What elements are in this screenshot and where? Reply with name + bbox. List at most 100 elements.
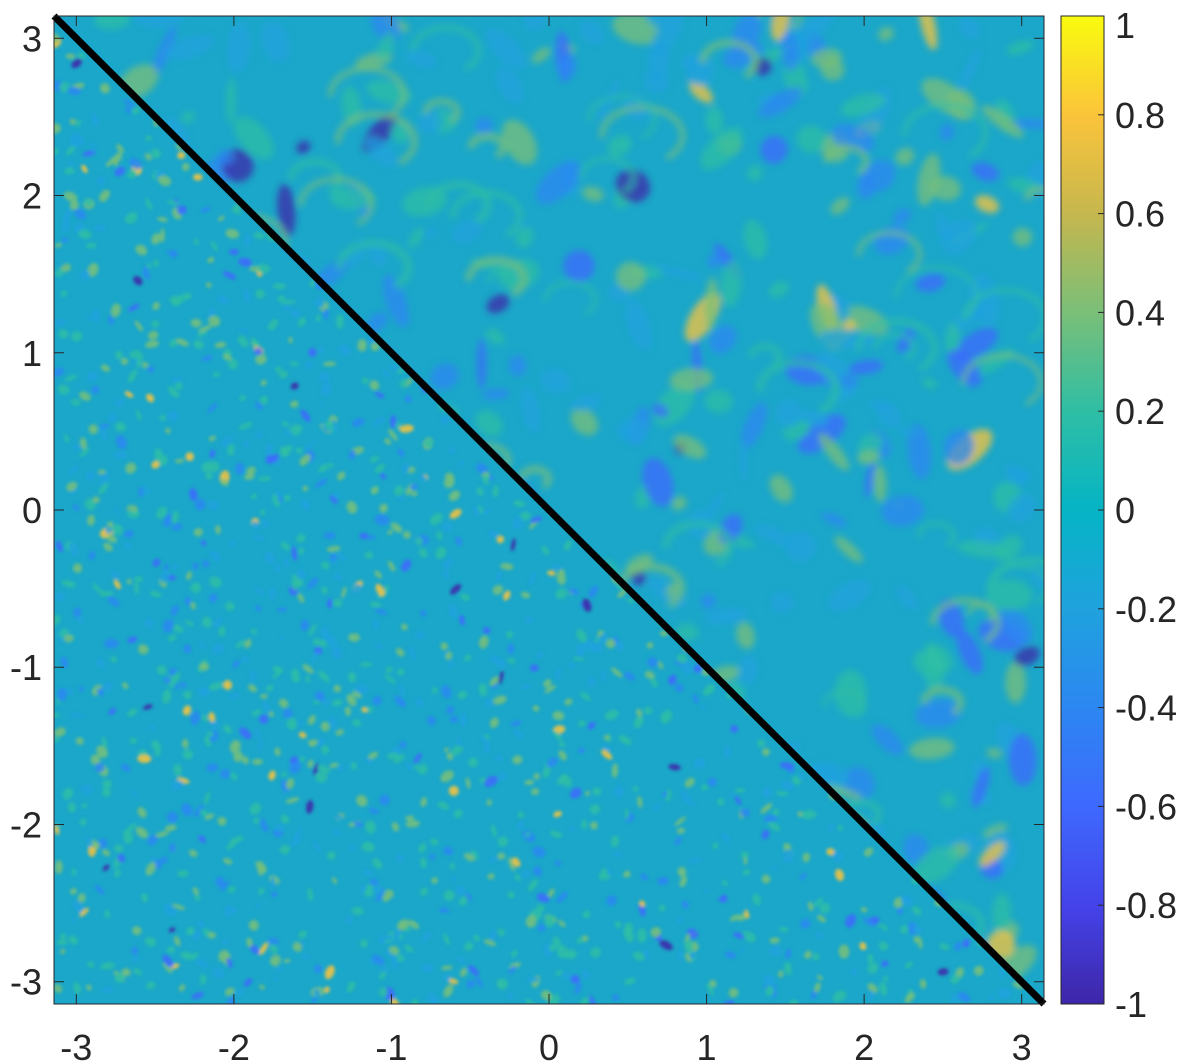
field-speckle (250, 628, 258, 635)
field-speckle (235, 462, 245, 475)
field-speckle (289, 361, 299, 366)
field-speckle (55, 592, 65, 602)
field-swirl (327, 65, 407, 118)
field-speckle (646, 642, 654, 649)
field-speckle (85, 242, 97, 249)
field-speckle (939, 943, 950, 951)
field-speckle (113, 450, 127, 460)
field-speckle (542, 764, 551, 778)
field-speckle (224, 905, 238, 914)
field-blob (981, 105, 1024, 138)
field-speckle (223, 353, 233, 361)
field-speckle (379, 987, 388, 997)
field-speckle (585, 790, 590, 797)
field-speckle (576, 629, 587, 643)
field-speckle (233, 751, 244, 763)
field-swirl (756, 359, 840, 414)
field-speckle (147, 366, 155, 373)
field-speckle (299, 454, 311, 466)
field-speckle (198, 325, 212, 333)
field-speckle (223, 724, 232, 734)
field-speckle (431, 877, 438, 884)
field-blob (1006, 40, 1034, 55)
field-blob (974, 195, 1000, 214)
field-speckle (679, 875, 688, 888)
field-speckle (399, 378, 408, 388)
field-speckle (90, 113, 100, 127)
field-speckle (520, 511, 531, 521)
field-speckle (66, 145, 76, 156)
field-speckle (384, 585, 390, 591)
field-speckle (662, 791, 668, 798)
field-speckle (254, 347, 263, 356)
field-speckle (772, 808, 780, 816)
field-speckle (313, 763, 319, 776)
field-speckle (75, 119, 81, 127)
field-speckle (285, 430, 294, 436)
field-speckle (815, 931, 823, 940)
field-speckle (312, 841, 321, 853)
field-speckle (314, 964, 323, 974)
field-speckle (771, 866, 779, 871)
field-blob (982, 823, 1008, 838)
field-speckle (282, 708, 293, 719)
field-speckle (660, 709, 673, 724)
field-speckle (837, 825, 844, 831)
field-speckle (329, 559, 338, 565)
field-speckle (411, 490, 418, 497)
field-speckle (337, 471, 346, 481)
field-speckle (254, 535, 265, 542)
field-speckle (238, 257, 252, 267)
field-speckle (610, 835, 619, 848)
field-speckle (357, 339, 367, 352)
field-speckle (127, 303, 140, 312)
field-speckle (156, 506, 167, 519)
field-speckle (102, 779, 112, 790)
field-speckle (92, 308, 100, 322)
field-speckle (587, 721, 596, 730)
field-speckle (131, 505, 138, 513)
field-speckle (80, 447, 90, 457)
field-swirl (1023, 186, 1044, 211)
field-speckle (496, 535, 505, 544)
field-blob (520, 387, 541, 434)
field-speckle (487, 873, 495, 880)
field-speckle (385, 666, 393, 673)
field-speckle (123, 542, 133, 550)
field-speckle (867, 962, 879, 974)
field-blob (747, 165, 763, 181)
field-speckle (552, 936, 561, 947)
field-blob (943, 429, 974, 466)
field-swirl (298, 176, 375, 226)
field-speckle (136, 353, 143, 368)
field-speckle (73, 981, 81, 995)
field-speckle (254, 728, 260, 739)
field-speckle (129, 157, 142, 170)
field-speckle (548, 944, 556, 952)
field-speckle (588, 995, 597, 1004)
field-speckle (707, 777, 717, 787)
field-speckle (385, 949, 396, 960)
colorbar-ticks: 1 0.8 0.6 0.4 0.2 0 -0.2 -0.4 -0.6 -0.8 -1 (1098, 5, 1177, 1025)
field-speckle (762, 747, 770, 757)
field-speckle (650, 677, 658, 688)
field-speckle (190, 711, 201, 726)
field-speckle (92, 496, 100, 504)
field-speckle (229, 539, 237, 547)
field-blob (972, 767, 990, 808)
field-blob (676, 623, 699, 641)
field-speckle (242, 288, 251, 303)
field-speckle (617, 589, 627, 598)
field-speckle (552, 730, 563, 742)
field-speckle (167, 200, 180, 206)
field-speckle (568, 662, 575, 669)
field-speckle (249, 802, 262, 815)
field-speckle (337, 765, 344, 772)
field-speckle (489, 717, 499, 728)
field-speckle (80, 784, 93, 795)
field-speckle (912, 906, 922, 916)
field-speckle (314, 691, 325, 702)
field-speckle (379, 503, 388, 513)
field-blob (1007, 494, 1036, 523)
field-blob (811, 48, 843, 68)
